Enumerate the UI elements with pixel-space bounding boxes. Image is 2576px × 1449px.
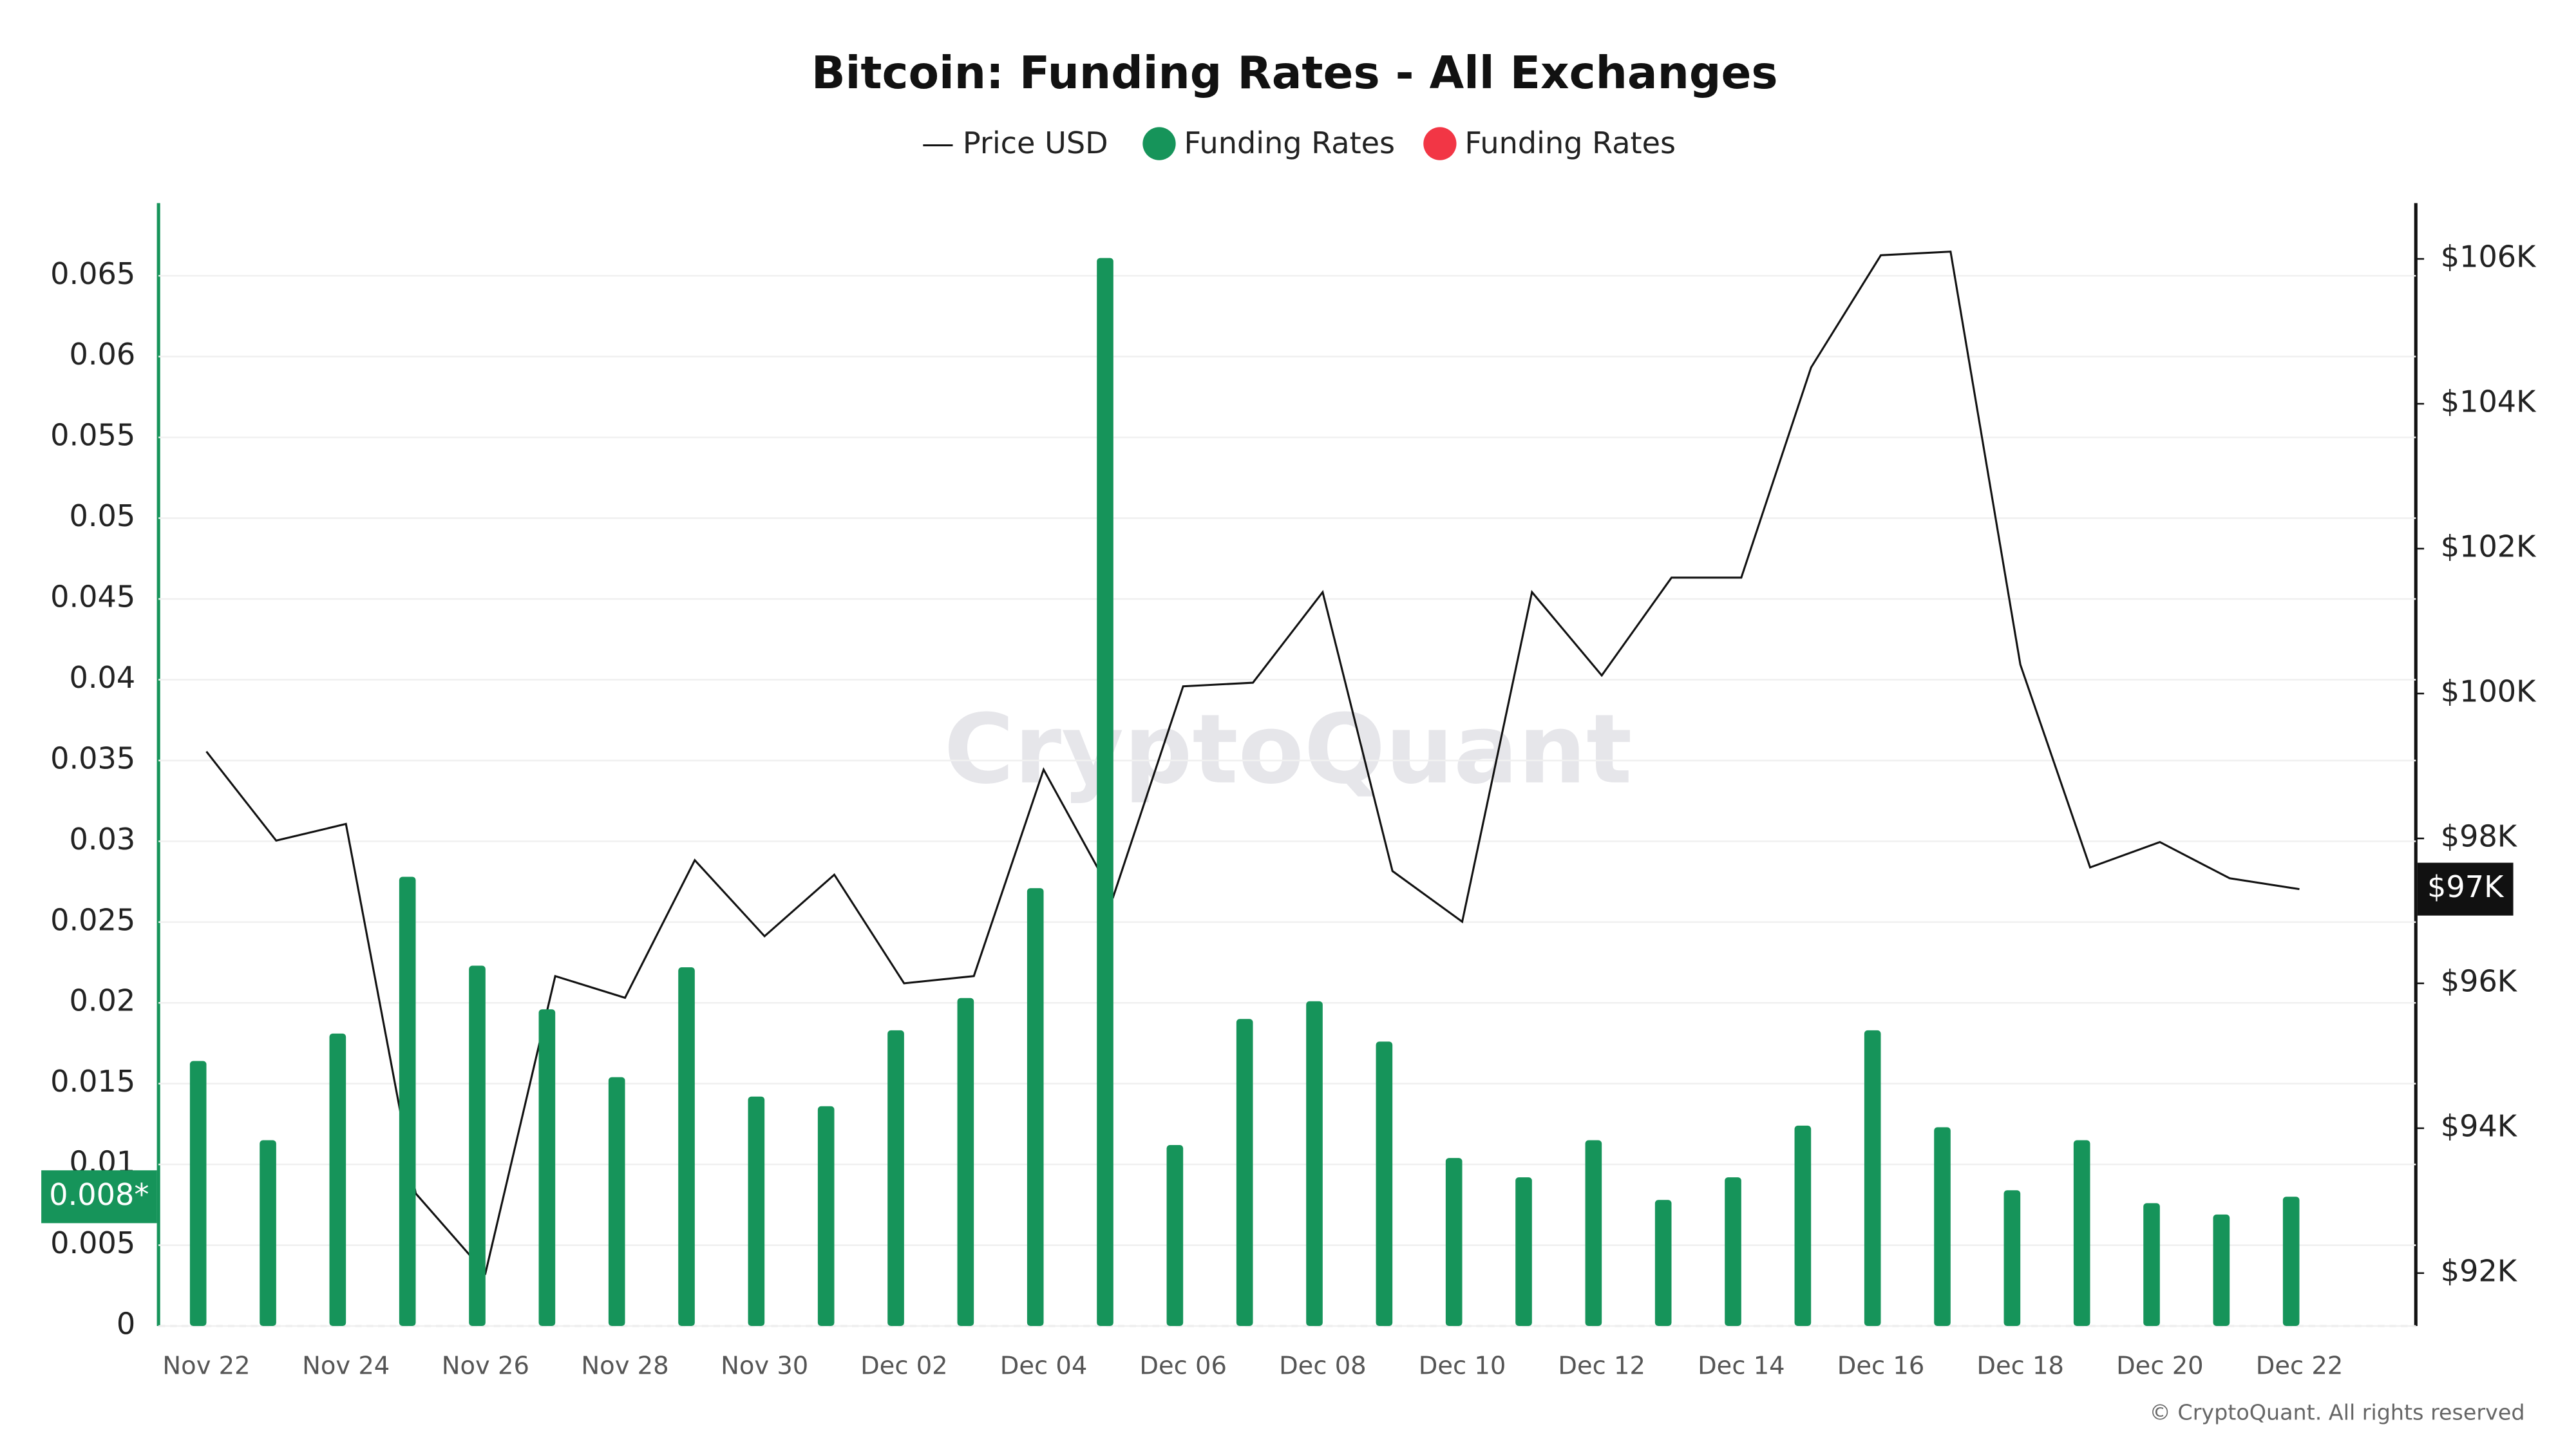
y-tick-label: 0.005 (50, 1226, 135, 1260)
bar (1585, 1140, 1602, 1326)
x-tick-label: Dec 12 (1558, 1352, 1645, 1381)
bar (1794, 1125, 1812, 1326)
last-value-badge (41, 1170, 157, 1224)
x-tick-label: Nov 26 (442, 1352, 529, 1381)
x-tick-label: Dec 02 (860, 1352, 948, 1381)
last-value-label: 0.008* (49, 1177, 149, 1212)
legend-label: Funding Rates (1184, 126, 1395, 160)
x-tick-label: Dec 08 (1279, 1352, 1367, 1381)
bar (1864, 1030, 1881, 1326)
y-tick-label: 0 (117, 1306, 135, 1341)
x-tick-label: Dec 04 (1000, 1352, 1088, 1381)
y2-tick-label: $92K (2441, 1253, 2518, 1288)
legend-label: Funding Rates (1464, 126, 1676, 160)
bar (2073, 1140, 2090, 1326)
bar (538, 1009, 556, 1326)
bar (957, 998, 974, 1326)
y-tick-label: 0.05 (70, 498, 136, 533)
y2-tick-label: $94K (2441, 1108, 2518, 1143)
bar (1027, 888, 1044, 1326)
last-value-label: $97K (2427, 869, 2505, 904)
bar (2143, 1203, 2160, 1326)
bar (1306, 1001, 1323, 1326)
y-tick-label: 0.04 (70, 660, 136, 695)
watermark: CryptoQuant (944, 694, 1633, 806)
bar (1236, 1019, 1253, 1326)
y2-tick-label: $106K (2441, 240, 2537, 274)
y2-tick-label: $96K (2441, 963, 2518, 998)
bar (1725, 1177, 1741, 1326)
y2-tick-label: $104K (2441, 384, 2537, 419)
bar (1166, 1144, 1184, 1326)
bar (260, 1140, 276, 1326)
bar (2003, 1190, 2021, 1326)
bar (678, 967, 695, 1326)
bar (1097, 258, 1113, 1326)
y-tick-label: 0.025 (50, 902, 135, 937)
x-tick-label: Dec 10 (1419, 1352, 1506, 1381)
y-tick-label: 0.045 (50, 580, 135, 614)
bar (887, 1030, 904, 1326)
legend-swatch (1142, 127, 1176, 160)
bar (1515, 1177, 1532, 1326)
y2-tick-label: $102K (2441, 529, 2537, 564)
bar (608, 1077, 625, 1326)
legend-label: Price USD (963, 126, 1108, 160)
x-tick-label: Dec 22 (2256, 1352, 2344, 1381)
x-tick-label: Dec 14 (1698, 1352, 1785, 1381)
x-tick-label: Nov 22 (162, 1352, 250, 1381)
y-tick-label: 0.065 (50, 256, 135, 291)
y-tick-label: 0.02 (70, 983, 136, 1018)
bar (329, 1033, 346, 1326)
y-tick-label: 0.03 (70, 822, 136, 857)
x-tick-label: Dec 16 (1837, 1352, 1925, 1381)
bar (189, 1061, 207, 1326)
bar (1376, 1041, 1393, 1326)
bar (1445, 1158, 1463, 1326)
y2-tick-label: $100K (2441, 674, 2537, 708)
copyright: © CryptoQuant. All rights reserved (2150, 1399, 2525, 1425)
bar (817, 1106, 835, 1326)
y-tick-label: 0.035 (50, 741, 135, 775)
last-value-badge (2417, 862, 2514, 916)
bar (2282, 1197, 2300, 1326)
x-tick-label: Nov 24 (302, 1352, 390, 1381)
y-tick-label: 0.015 (50, 1064, 135, 1099)
x-tick-label: Dec 18 (1976, 1352, 2064, 1381)
chart-title: Bitcoin: Funding Rates - All Exchanges (811, 48, 1778, 99)
bar (1934, 1127, 1951, 1326)
x-tick-label: Nov 30 (721, 1352, 808, 1381)
x-tick-label: Dec 06 (1139, 1352, 1227, 1381)
bar (748, 1096, 765, 1326)
x-tick-label: Nov 28 (581, 1352, 668, 1381)
legend-swatch (1423, 127, 1457, 160)
bar (399, 876, 416, 1326)
y-tick-label: 0.055 (50, 418, 135, 453)
bar (1654, 1200, 1672, 1326)
y2-tick-label: $98K (2441, 819, 2518, 853)
price-line (205, 251, 2300, 1276)
bar (2213, 1214, 2230, 1326)
bar (469, 965, 486, 1326)
y-tick-label: 0.06 (70, 337, 136, 372)
x-tick-label: Dec 20 (2116, 1352, 2204, 1381)
